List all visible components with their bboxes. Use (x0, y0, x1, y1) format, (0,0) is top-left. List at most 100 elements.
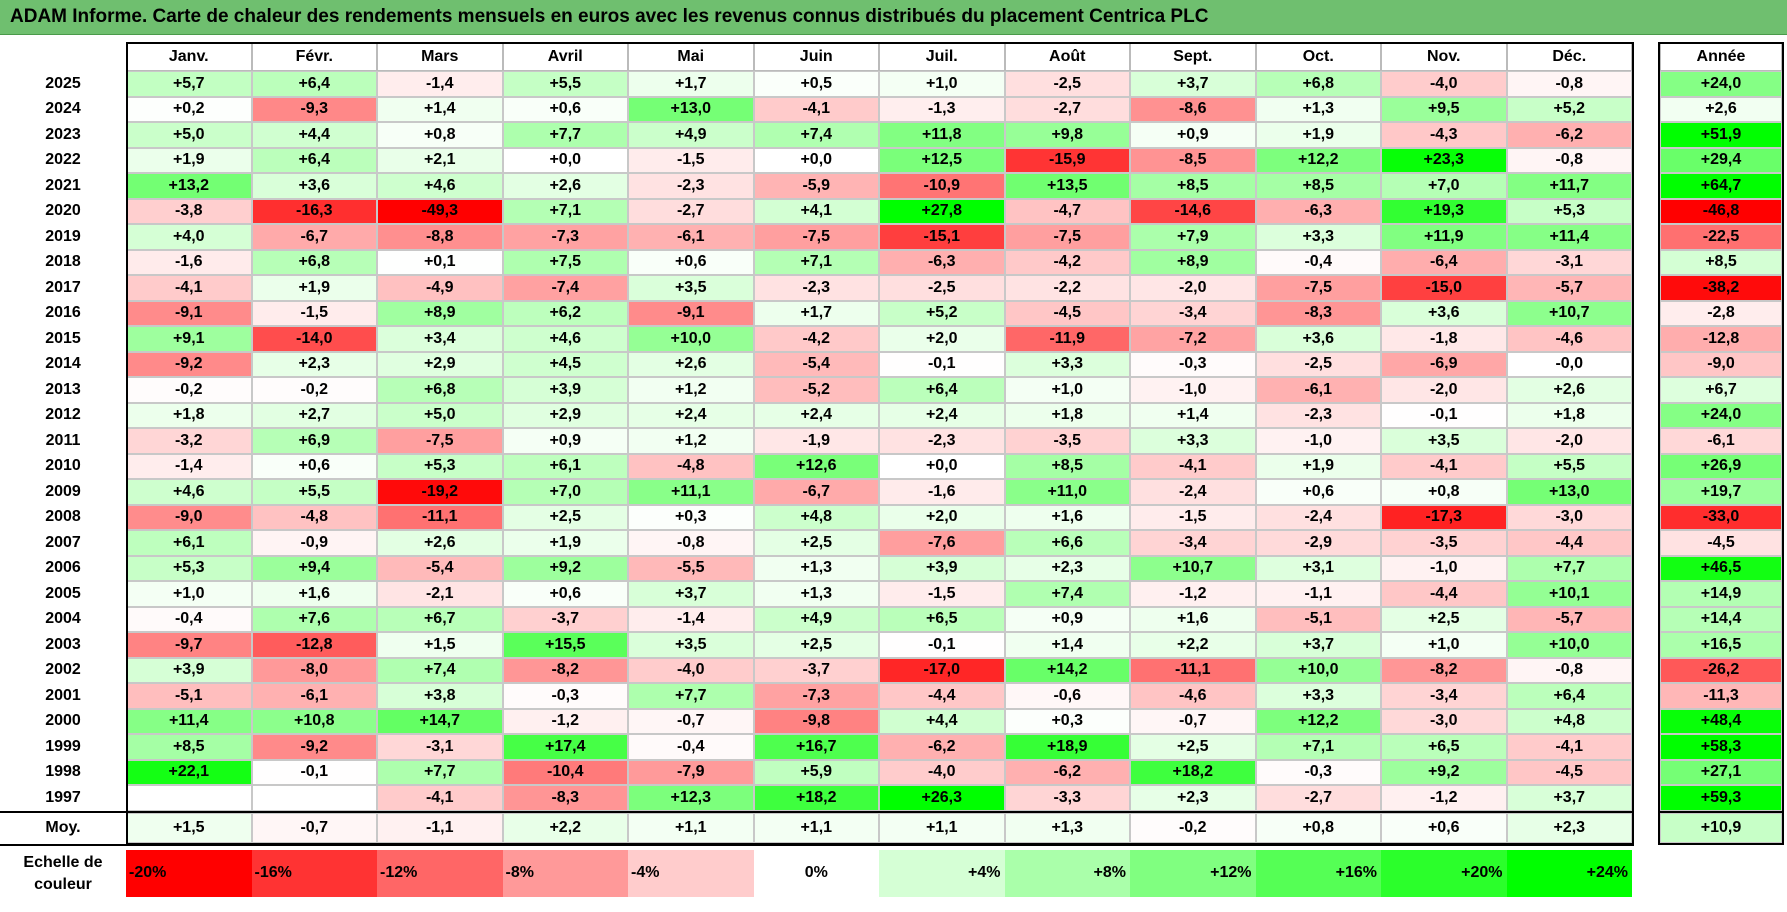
heatmap-cell: -5,2 (753, 377, 879, 403)
heatmap-cell: +2,4 (628, 402, 754, 428)
heatmap-cell: -6,4 (1381, 249, 1507, 275)
heatmap-cell: +26,3 (879, 785, 1005, 811)
heatmap-cell: +5,3 (1506, 198, 1632, 224)
heatmap-cell: +12,2 (1255, 708, 1381, 734)
heatmap-cell: +1,8 (126, 402, 252, 428)
heatmap-cell: -6,1 (1255, 377, 1381, 403)
heatmap-cell: +2,1 (377, 147, 503, 173)
heatmap-cell: -15,1 (879, 224, 1005, 250)
year-label: 2015 (45, 329, 81, 347)
heatmap-cell: -0,6 (1004, 683, 1130, 709)
heatmap-cell: -8,6 (1130, 96, 1256, 122)
heatmap-cell: +4,4 (879, 708, 1005, 734)
annual-cell: -9,0 (1660, 351, 1782, 377)
heatmap-cell: +14,7 (377, 708, 503, 734)
heatmap-cell: +6,4 (251, 147, 377, 173)
heatmap-cell: -8,2 (502, 657, 628, 683)
heatmap-cell: -7,5 (753, 224, 879, 250)
page-title: ADAM Informe. Carte de chaleur des rende… (10, 6, 1209, 27)
heatmap-cell: -1,4 (628, 606, 754, 632)
heatmap-cell: +4,4 (251, 122, 377, 148)
heatmap-cell: -2,5 (1004, 71, 1130, 97)
heatmap-cell: -0,7 (1130, 708, 1256, 734)
heatmap-cell: +3,5 (628, 632, 754, 658)
heatmap-cell: +3,5 (628, 275, 754, 301)
heatmap-cell: -4,6 (1130, 683, 1256, 709)
heatmap-cell: -14,0 (251, 326, 377, 352)
heatmap-cell: +1,0 (1381, 632, 1507, 658)
heatmap-cell: -12,8 (251, 632, 377, 658)
heatmap-cell: +3,6 (1381, 300, 1507, 326)
heatmap-cell: +5,7 (126, 71, 252, 97)
heatmap-cell: +1,2 (628, 428, 754, 454)
heatmap-cell: +15,5 (502, 632, 628, 658)
year-label: 2019 (45, 227, 81, 245)
color-scale-swatch: -8% (502, 849, 628, 897)
heatmap-cell: +4,6 (377, 173, 503, 199)
heatmap-cell: -9,0 (126, 504, 252, 530)
year-label: 2025 (45, 74, 81, 92)
heatmap-cell: -4,4 (1506, 530, 1632, 556)
average-cell: +1,3 (1004, 812, 1130, 843)
heatmap-cell: +3,6 (1255, 326, 1381, 352)
annual-cell: +46,5 (1660, 555, 1782, 581)
month-header: Févr. (251, 42, 377, 71)
heatmap-cell: -8,0 (251, 657, 377, 683)
year-label: 1997 (45, 788, 81, 806)
annual-cell: +14,9 (1660, 581, 1782, 607)
heatmap-cell: +1,3 (753, 581, 879, 607)
heatmap-cell: -3,4 (1130, 530, 1256, 556)
heatmap-cell: -2,2 (1004, 275, 1130, 301)
heatmap-cell: -1,5 (251, 300, 377, 326)
heatmap-cell: +12,3 (628, 785, 754, 811)
color-scale-swatch: -12% (377, 849, 503, 897)
year-label: 1998 (45, 763, 81, 781)
heatmap-cell: +1,3 (1255, 96, 1381, 122)
heatmap-cell: +4,9 (628, 122, 754, 148)
annual-cell: +58,3 (1660, 734, 1782, 760)
heatmap-cell: +3,3 (1130, 428, 1256, 454)
heatmap-cell: -1,6 (879, 479, 1005, 505)
heatmap-cell: +6,8 (377, 377, 503, 403)
heatmap-cell: +2,5 (502, 504, 628, 530)
annual-cell: -38,2 (1660, 275, 1782, 301)
heatmap-cell: +7,7 (502, 122, 628, 148)
heatmap-cell: +4,6 (126, 479, 252, 505)
heatmap-cell: -0,3 (502, 683, 628, 709)
heatmap-cell: +7,7 (377, 759, 503, 785)
heatmap-cell: -6,2 (1004, 759, 1130, 785)
heatmap-cell: +1,2 (628, 377, 754, 403)
heatmap-cell: +1,8 (1004, 402, 1130, 428)
heatmap-cell: +2,3 (251, 351, 377, 377)
annual-cell: +14,4 (1660, 606, 1782, 632)
heatmap-cell: -1,2 (1381, 785, 1507, 811)
heatmap-cell: -0,4 (628, 734, 754, 760)
heatmap-cell: +9,1 (126, 326, 252, 352)
heatmap-cell: +0,0 (753, 147, 879, 173)
month-header: Août (1004, 42, 1130, 71)
heatmap-cell: -4,8 (251, 504, 377, 530)
year-label: 2016 (45, 304, 81, 322)
annual-cell: +27,1 (1660, 759, 1782, 785)
annual-cell: +26,9 (1660, 453, 1782, 479)
average-cell: +0,6 (1381, 812, 1507, 843)
average-cell: +1,5 (126, 812, 252, 843)
heatmap-cell: +7,0 (502, 479, 628, 505)
heatmap-cell: +3,5 (1381, 428, 1507, 454)
heatmap-cell: +1,4 (377, 96, 503, 122)
heatmap-cell (126, 785, 252, 811)
year-label: 2023 (45, 125, 81, 143)
heatmap-cell: +11,0 (1004, 479, 1130, 505)
heatmap-cell: +6,4 (251, 71, 377, 97)
heatmap-cell: -2,7 (1004, 96, 1130, 122)
heatmap-cell: +8,5 (1004, 453, 1130, 479)
heatmap-cell: +2,6 (1506, 377, 1632, 403)
heatmap-cell: -6,7 (251, 224, 377, 250)
heatmap-cell: -1,0 (1130, 377, 1256, 403)
heatmap-cell: +0,8 (1381, 479, 1507, 505)
heatmap-cell: -1,9 (753, 428, 879, 454)
heatmap-cell: +6,6 (1004, 530, 1130, 556)
year-label: 2022 (45, 151, 81, 169)
heatmap-cell: +1,6 (1130, 606, 1256, 632)
heatmap-cell: +6,8 (1255, 71, 1381, 97)
